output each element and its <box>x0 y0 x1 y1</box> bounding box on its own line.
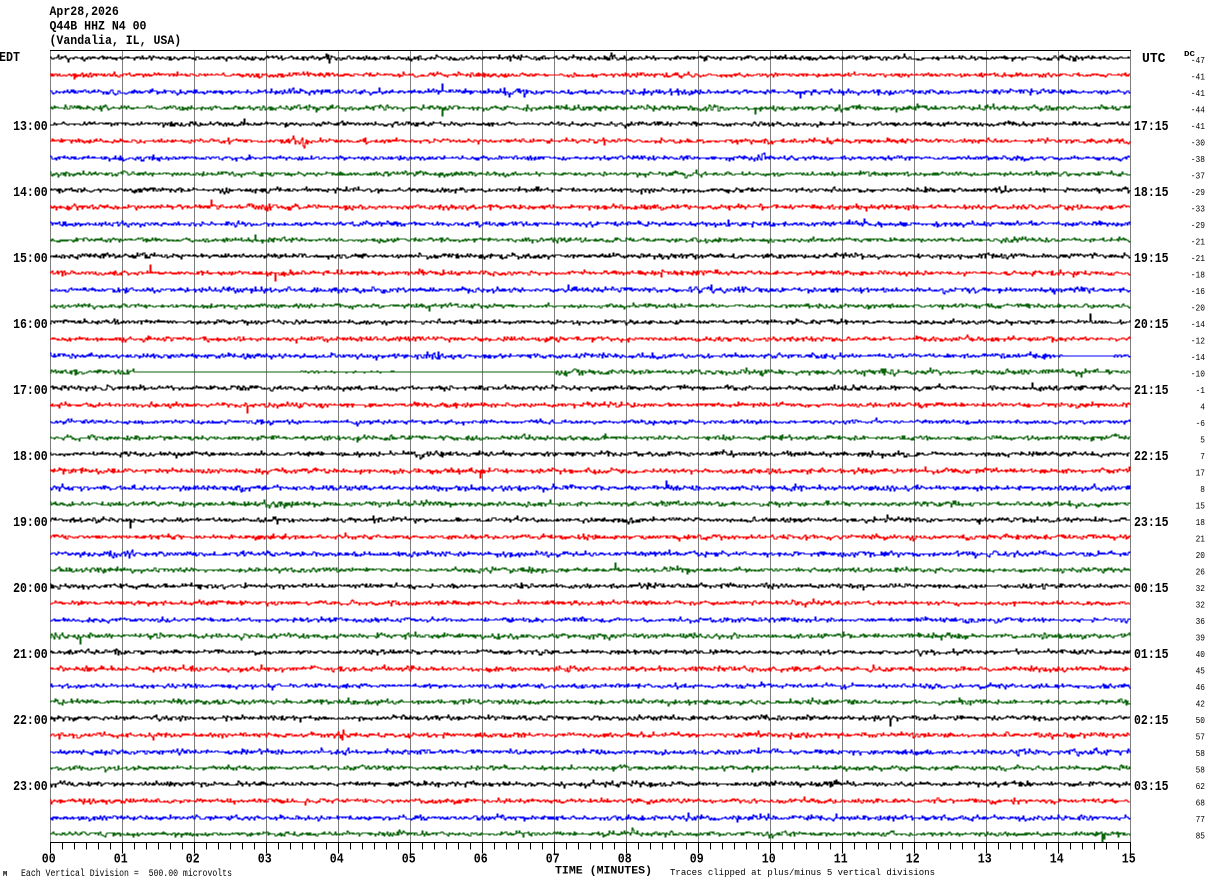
svg-text:42: 42 <box>1196 700 1205 710</box>
svg-text:-29: -29 <box>1191 188 1205 198</box>
svg-text:-18: -18 <box>1191 271 1205 281</box>
svg-text:M: M <box>3 871 7 879</box>
svg-text:03: 03 <box>258 852 272 868</box>
svg-text:08: 08 <box>618 852 632 868</box>
svg-text:18:15: 18:15 <box>1134 185 1169 201</box>
svg-text:17:15: 17:15 <box>1134 119 1169 135</box>
svg-text:22:00: 22:00 <box>13 713 48 729</box>
svg-text:Apr28,2026: Apr28,2026 <box>50 5 119 19</box>
svg-text:Each Vertical Division = 500.: Each Vertical Division = 500.00 microvol… <box>21 868 232 880</box>
svg-text:TIME (MINUTES): TIME (MINUTES) <box>555 866 652 878</box>
svg-text:62: 62 <box>1196 782 1205 792</box>
svg-text:77: 77 <box>1196 815 1205 825</box>
svg-text:21:00: 21:00 <box>13 647 48 663</box>
svg-text:01:15: 01:15 <box>1134 647 1169 663</box>
svg-text:-6: -6 <box>1196 419 1205 429</box>
svg-text:00: 00 <box>42 852 56 868</box>
svg-text:26: 26 <box>1196 568 1205 578</box>
svg-text:39: 39 <box>1196 634 1205 644</box>
svg-text:11: 11 <box>834 852 848 868</box>
svg-text:DC: DC <box>1184 51 1196 59</box>
svg-text:68: 68 <box>1196 799 1205 809</box>
svg-text:-47: -47 <box>1191 56 1205 66</box>
svg-text:32: 32 <box>1196 601 1205 611</box>
svg-text:16:00: 16:00 <box>13 317 48 333</box>
svg-text:23:00: 23:00 <box>13 779 48 795</box>
svg-text:-21: -21 <box>1191 238 1205 248</box>
svg-text:14:00: 14:00 <box>13 185 48 201</box>
svg-text:19:15: 19:15 <box>1134 251 1169 267</box>
svg-text:-37: -37 <box>1191 172 1205 182</box>
svg-text:-10: -10 <box>1191 370 1205 380</box>
svg-text:-29: -29 <box>1191 221 1205 231</box>
svg-text:-41: -41 <box>1191 89 1205 99</box>
svg-text:18: 18 <box>1196 518 1205 528</box>
svg-text:(Vandalia, IL, USA): (Vandalia, IL, USA) <box>50 34 182 48</box>
svg-text:00:15: 00:15 <box>1134 581 1169 597</box>
svg-text:-44: -44 <box>1191 106 1205 116</box>
svg-text:57: 57 <box>1196 733 1205 743</box>
svg-text:23:15: 23:15 <box>1134 515 1169 531</box>
svg-text:17: 17 <box>1196 469 1205 479</box>
svg-text:21:15: 21:15 <box>1134 383 1169 399</box>
svg-text:09: 09 <box>690 852 704 868</box>
svg-text:13:00: 13:00 <box>13 119 48 135</box>
svg-text:8: 8 <box>1200 485 1205 495</box>
svg-text:-41: -41 <box>1191 122 1205 132</box>
svg-text:50: 50 <box>1196 716 1205 726</box>
svg-text:02:15: 02:15 <box>1134 713 1169 729</box>
svg-text:18:00: 18:00 <box>13 449 48 465</box>
svg-text:-16: -16 <box>1191 287 1205 297</box>
svg-text:19:00: 19:00 <box>13 515 48 531</box>
svg-text:15:00: 15:00 <box>13 251 48 267</box>
svg-text:03:15: 03:15 <box>1134 779 1169 795</box>
svg-text:4: 4 <box>1200 403 1205 413</box>
svg-text:58: 58 <box>1196 749 1205 759</box>
svg-text:15: 15 <box>1196 502 1205 512</box>
svg-text:15: 15 <box>1122 852 1136 868</box>
svg-text:UTC: UTC <box>1142 51 1166 67</box>
svg-text:Q44B HHZ N4 00: Q44B HHZ N4 00 <box>50 20 147 34</box>
svg-text:32: 32 <box>1196 584 1205 594</box>
svg-text:-14: -14 <box>1191 353 1205 363</box>
svg-text:Traces clipped at plus/minus 5: Traces clipped at plus/minus 5 vertical … <box>670 867 935 878</box>
svg-text:45: 45 <box>1196 667 1205 677</box>
svg-text:22:15: 22:15 <box>1134 449 1169 465</box>
svg-text:20:15: 20:15 <box>1134 317 1169 333</box>
svg-text:-14: -14 <box>1191 320 1205 330</box>
svg-text:-20: -20 <box>1191 304 1205 314</box>
svg-text:85: 85 <box>1196 832 1205 842</box>
svg-text:-41: -41 <box>1191 73 1205 83</box>
svg-text:10: 10 <box>762 852 776 868</box>
svg-text:20:00: 20:00 <box>13 581 48 597</box>
svg-text:7: 7 <box>1200 452 1205 462</box>
svg-text:13: 13 <box>978 852 992 868</box>
svg-text:12: 12 <box>906 852 920 868</box>
svg-text:-38: -38 <box>1191 155 1205 165</box>
svg-text:06: 06 <box>474 852 488 868</box>
svg-text:02: 02 <box>186 852 200 868</box>
svg-text:20: 20 <box>1196 551 1205 561</box>
svg-text:-1: -1 <box>1196 386 1205 396</box>
svg-text:58: 58 <box>1196 766 1205 776</box>
svg-text:21: 21 <box>1196 535 1205 545</box>
svg-text:04: 04 <box>330 852 344 868</box>
svg-text:40: 40 <box>1196 650 1205 660</box>
svg-text:EDT: EDT <box>0 50 20 66</box>
svg-text:-30: -30 <box>1191 139 1205 149</box>
svg-text:-33: -33 <box>1191 205 1205 215</box>
svg-text:-21: -21 <box>1191 254 1205 264</box>
svg-text:01: 01 <box>114 852 128 868</box>
svg-text:07: 07 <box>546 852 560 868</box>
svg-text:5: 5 <box>1200 436 1205 446</box>
svg-text:17:00: 17:00 <box>13 383 48 399</box>
svg-text:-12: -12 <box>1191 337 1205 347</box>
svg-text:05: 05 <box>402 852 416 868</box>
svg-text:36: 36 <box>1196 617 1205 627</box>
svg-text:46: 46 <box>1196 683 1205 693</box>
svg-text:14: 14 <box>1050 852 1064 868</box>
